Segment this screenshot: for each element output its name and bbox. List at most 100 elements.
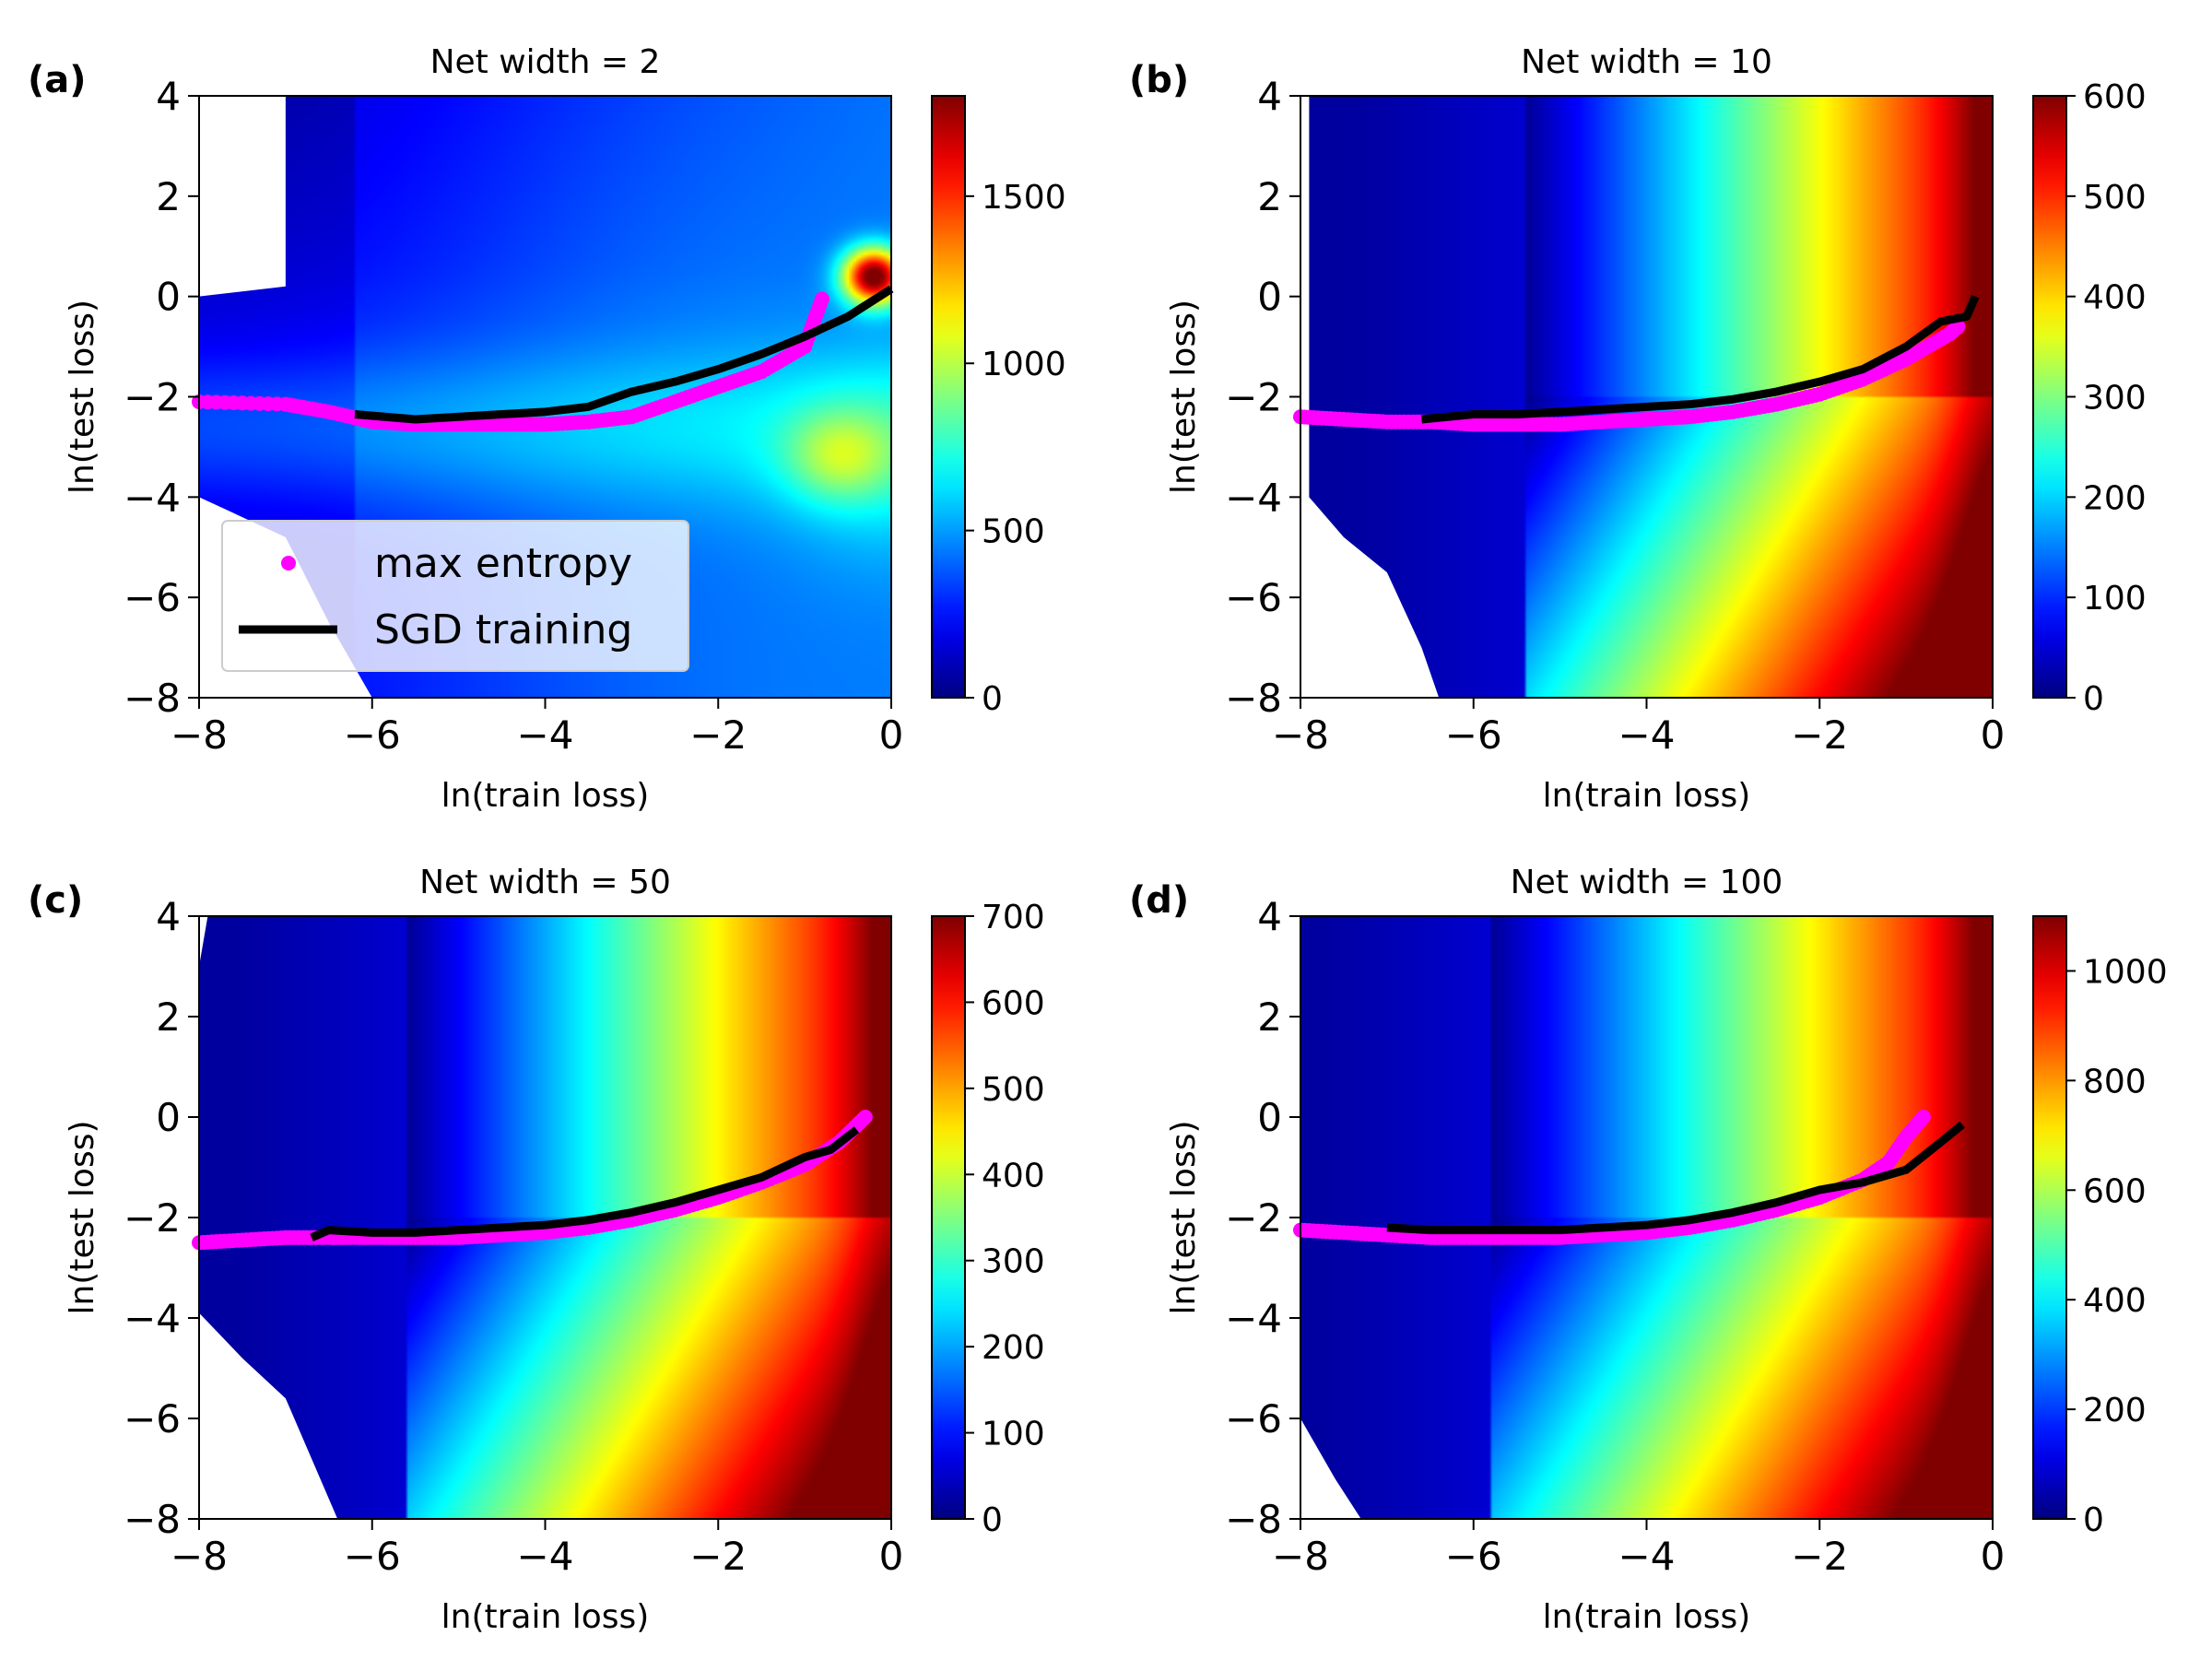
panel-label: (a): [28, 59, 87, 101]
x-tick-label: −6: [344, 712, 401, 758]
legend: max entropy SGD training: [221, 520, 689, 672]
panel-2: (c) Net width = 50 −8 −6 −4 −2 0 4 2 0 −2 −4 −6 −8 ln(…: [28, 864, 1045, 1636]
colorbar-tick-label: 500: [982, 513, 1045, 551]
colorbar-tick-label: 700: [982, 899, 1045, 936]
y-tick-label: −2: [1225, 1195, 1282, 1241]
panel-0: (a) Net width = 2 −8 −6 −4 −2 0 4 2 0 −2 −4 −6 −8 ln(t…: [28, 43, 1066, 815]
max-entropy-point: [857, 1110, 873, 1124]
colorbar-tick-label: 100: [982, 1416, 1045, 1453]
y-axis-label: ln(test loss): [64, 300, 101, 494]
colorbar-tick-label: 500: [982, 1071, 1045, 1109]
heatmap: [199, 916, 891, 1519]
y-tick-label: 2: [156, 994, 181, 1040]
y-tick-label: −8: [1225, 1497, 1282, 1542]
x-axis-label: ln(train loss): [441, 777, 650, 815]
legend-label-sgd-training: SGD training: [374, 606, 632, 653]
x-tick-label: −2: [1791, 712, 1848, 758]
panel-title: Net width = 50: [419, 864, 671, 901]
colorbar-tick-label: 200: [2083, 479, 2147, 517]
x-tick-label: −2: [689, 712, 747, 758]
colorbar-tick-label: 800: [2083, 1063, 2147, 1100]
y-tick-label: −8: [124, 676, 181, 721]
sgd-training-line: [1420, 294, 1980, 424]
y-tick-label: 0: [1257, 1095, 1282, 1140]
panel-title: Net width = 100: [1511, 864, 1783, 901]
x-tick-label: 0: [879, 712, 904, 758]
y-tick-label: 4: [1257, 74, 1282, 119]
colorbar-tick-label: 300: [982, 1243, 1045, 1281]
colorbar-tick-label: 600: [2083, 78, 2147, 116]
colorbar-tick-label: 400: [2083, 279, 2147, 317]
y-tick-label: −6: [124, 1396, 181, 1441]
masked-region: [1300, 1418, 1361, 1519]
legend-box: [221, 520, 689, 672]
colorbar-tick-label: 300: [2083, 380, 2147, 418]
y-tick-label: −4: [1225, 1296, 1282, 1341]
x-tick-label: −4: [517, 712, 574, 758]
series-max-entropy: [192, 291, 830, 432]
x-tick-label: 0: [879, 1534, 904, 1579]
max-entropy-point: [814, 291, 830, 307]
masked-region: [199, 96, 286, 297]
sgd-training-line: [354, 285, 894, 424]
y-axis-label: ln(test loss): [1165, 300, 1203, 494]
colorbar-tick-label: 0: [982, 680, 1003, 718]
x-tick-label: −8: [1272, 1534, 1329, 1579]
y-tick-label: −4: [124, 1296, 181, 1341]
sgd-training-line: [310, 1126, 860, 1241]
x-tick-label: −8: [171, 712, 228, 758]
y-tick-label: 2: [1257, 994, 1282, 1040]
x-tick-label: −2: [1791, 1534, 1848, 1579]
legend-label-max-entropy: max entropy: [374, 540, 632, 587]
y-tick-label: −6: [1225, 575, 1282, 620]
y-tick-label: −2: [1225, 375, 1282, 420]
y-tick-label: 0: [156, 275, 181, 320]
x-tick-label: −6: [344, 1534, 401, 1579]
panel-title: Net width = 2: [430, 43, 661, 81]
y-tick-label: −4: [124, 475, 181, 520]
colorbar-tick-label: 200: [982, 1329, 1045, 1367]
masked-region: [1300, 96, 1440, 698]
colorbar-tick-label: 400: [2083, 1282, 2147, 1320]
x-tick-label: −6: [1445, 712, 1502, 758]
colorbar-tick-label: 0: [982, 1501, 1003, 1539]
x-tick-label: −4: [517, 1534, 574, 1579]
y-tick-label: 4: [1257, 894, 1282, 939]
y-tick-label: −6: [1225, 1396, 1282, 1441]
panel-3: (d) Net width = 100 −8 −6 −4 −2 0 4 2 0 −2 −4 −6 −8 ln…: [1129, 864, 2168, 1636]
panel-label: (c): [28, 879, 83, 922]
colorbar-tick-label: 0: [2083, 1501, 2104, 1539]
colorbar-tick-label: 500: [2083, 179, 2147, 217]
x-tick-label: −4: [1618, 1534, 1676, 1579]
y-tick-label: 0: [1257, 275, 1282, 320]
colorbar-tick-label: 1000: [982, 346, 1066, 383]
y-axis-label: ln(test loss): [1165, 1120, 1203, 1314]
colorbar: [931, 915, 966, 1520]
legend-marker-max-entropy: [281, 556, 296, 571]
colorbar-tick-label: 600: [982, 984, 1045, 1022]
y-tick-label: −2: [124, 375, 181, 420]
sgd-training-line: [1386, 1121, 1965, 1235]
y-axis-label: ln(test loss): [64, 1120, 101, 1314]
panel-1: (b) Net width = 10 −8 −6 −4 −2 0 4 2 0 −2 −4 −6 −8 ln(…: [1129, 43, 2147, 815]
colorbar-tick-label: 400: [982, 1157, 1045, 1194]
y-tick-label: 0: [156, 1095, 181, 1140]
colorbar-tick-label: 600: [2083, 1172, 2147, 1210]
colorbar: [2032, 915, 2067, 1520]
colorbar: [2032, 95, 2067, 699]
y-tick-label: −8: [1225, 676, 1282, 721]
heatmap: [1300, 96, 1993, 698]
masked-region: [199, 916, 338, 1519]
y-tick-label: 2: [156, 174, 181, 219]
x-tick-label: 0: [1981, 1534, 2006, 1579]
max-entropy-point: [1915, 1110, 1931, 1124]
x-tick-label: −8: [171, 1534, 228, 1579]
y-tick-label: 4: [156, 894, 181, 939]
colorbar-tick-label: 200: [2083, 1392, 2147, 1430]
heatmap: [1300, 916, 1993, 1519]
colorbar-tick-label: 100: [2083, 580, 2147, 618]
colorbar-tick-label: 0: [2083, 680, 2104, 718]
x-tick-label: −6: [1445, 1534, 1502, 1579]
panel-label: (d): [1129, 879, 1189, 922]
